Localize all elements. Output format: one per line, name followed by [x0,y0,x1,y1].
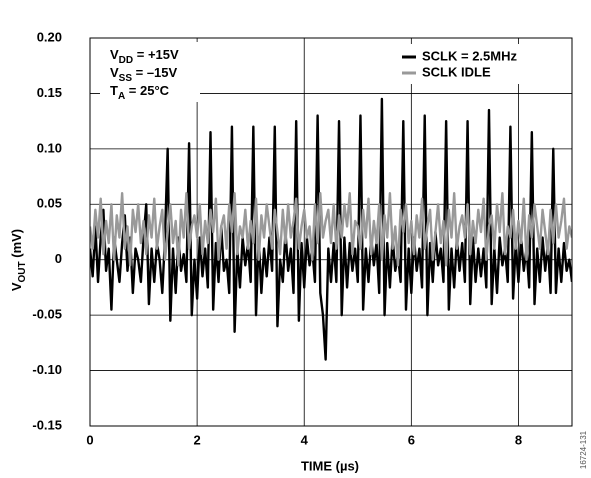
x-tick-label: 0 [86,432,93,447]
x-tick-label: 8 [515,432,522,447]
annotation-rest: = 25°C [125,83,169,98]
series-line [90,97,572,361]
annotation-main: V [110,65,119,80]
annotation-sub: A [118,91,125,102]
legend-label: SCLK IDLE [422,64,491,79]
y-tick-label: 0.20 [37,29,62,44]
y-tick-label: 0.10 [37,140,62,155]
plot-lines [90,97,572,361]
y-axis-label: VOUT (mV) [9,229,27,291]
y-tick-label: 0.05 [37,196,62,211]
y-label-sub: OUT [17,261,28,282]
annotation: VDD = +15V [110,47,179,65]
legend-label: SCLK = 2.5MHz [422,48,517,63]
annotation: VSS = –15V [110,65,178,83]
annotation-box [100,42,200,102]
annotation-main: V [110,47,119,62]
annotation-main: T [110,83,118,98]
x-tick-label: 6 [408,432,415,447]
annotation-sub: SS [119,73,133,84]
annotation: TA = 25°C [110,83,170,101]
labels: -0.15 -0.10 -0.05 0 0.05 0.10 0.15 0.20 0 2 4 6 8 VDD… [32,29,564,447]
annotation-rest: = –15V [132,65,178,80]
annotation-sub: DD [119,55,133,66]
y-tick-label: -0.10 [32,362,62,377]
legend-box [398,44,564,84]
y-tick-label: 0.15 [37,85,62,100]
annotation-rest: = +15V [133,47,179,62]
y-tick-label: -0.15 [32,417,62,432]
series-line [90,192,572,267]
x-tick-label: 4 [301,432,309,447]
x-axis-label: TIME (µs) [301,458,359,473]
plot-frame [89,37,573,427]
y-tick-label: 0 [55,251,62,266]
y-tick-label: -0.05 [32,307,62,322]
y-label-main: V [9,282,24,291]
y-label-rest: (mV) [9,229,24,262]
x-tick-label: 2 [193,432,200,447]
figure-id: 16724-131 [579,430,588,469]
